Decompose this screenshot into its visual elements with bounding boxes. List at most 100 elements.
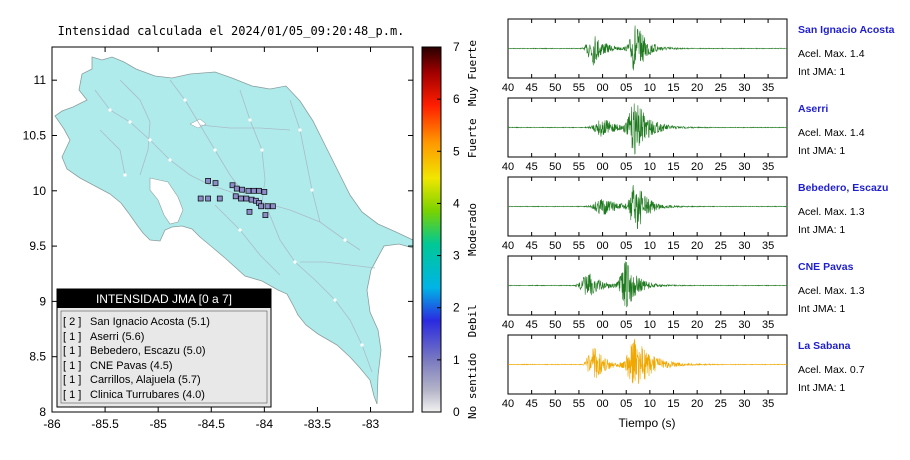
station-marker xyxy=(232,193,239,200)
x-tick-label: 55 xyxy=(573,319,585,331)
x-tick-label: 40 xyxy=(502,398,514,410)
station-marker xyxy=(243,195,250,202)
station-marker xyxy=(205,177,211,184)
station-marker xyxy=(239,186,245,193)
x-tick-label: -86 xyxy=(43,417,61,431)
x-tick-label: 45 xyxy=(526,319,538,331)
x-tick-label: 05 xyxy=(620,319,632,331)
waveform-panel: 40 45 50 55 00 05 10 15 20 25 30 35 CNE Pavas Acel. M… xyxy=(502,255,865,331)
legend-item-rank: [ 1 ] xyxy=(63,345,81,357)
colorbar-category-label: Fuerte xyxy=(466,118,479,158)
y-tick-label: 9.5 xyxy=(29,239,46,253)
waveform-trace xyxy=(508,338,788,384)
x-tick-label: 30 xyxy=(738,161,750,173)
x-tick-label: 35 xyxy=(762,82,774,94)
colorbar-category-label: Debil xyxy=(466,304,479,337)
waveform-panel: 40 45 50 55 00 05 10 15 20 25 30 35 Aserri Acel. Max.… xyxy=(502,97,865,173)
x-tick-label: -85.5 xyxy=(91,417,119,431)
x-tick-label: 55 xyxy=(573,398,585,410)
map-title: Intensidad calculada el 2024/01/05_09:20… xyxy=(58,24,405,38)
station-marker xyxy=(256,187,262,194)
waveform-trace xyxy=(507,25,788,71)
map-axes: -86 -85.5 -85 -84.5 -84 -83.5 -83 8 8.5 9 9.5 10 10.… xyxy=(23,47,413,431)
x-tick-label: 10 xyxy=(644,398,656,410)
colorbar-tick-label: 2 xyxy=(453,301,460,315)
station-name: Aserri xyxy=(798,103,828,115)
x-tick-label: 05 xyxy=(620,161,632,173)
x-tick-label: 15 xyxy=(667,161,679,173)
colorbar-tick-label: 6 xyxy=(453,92,460,106)
x-tick-label: -83 xyxy=(362,417,380,431)
place-markers xyxy=(108,98,364,347)
x-tick-label: 10 xyxy=(644,319,656,331)
legend-item-name: Clinica Turrubares (4.0) xyxy=(90,389,205,401)
x-tick-label: 25 xyxy=(715,240,727,252)
max-acceleration: Acel. Max. 1.4 xyxy=(798,127,865,139)
station-marker xyxy=(245,187,252,194)
x-tick-label: 55 xyxy=(573,240,585,252)
x-tick-label: 30 xyxy=(738,398,750,410)
x-tick-label: 50 xyxy=(549,82,561,94)
legend-item-name: Bebedero, Escazu (5.0) xyxy=(90,345,206,357)
y-tick-label: 8.5 xyxy=(29,350,46,364)
legend-inner-frame xyxy=(60,310,268,404)
x-tick-label: 20 xyxy=(691,82,703,94)
x-tick-label: 05 xyxy=(620,82,632,94)
map-frame xyxy=(51,46,414,413)
legend-item-name: Carrillos, Alajuela (5.7) xyxy=(90,374,201,386)
max-acceleration: Acel. Max. 1.3 xyxy=(798,285,865,297)
x-tick-label: 00 xyxy=(596,319,608,331)
x-tick-label: 05 xyxy=(620,398,632,410)
colorbar-tick-label: 3 xyxy=(453,249,460,263)
x-tick-label: 45 xyxy=(526,398,538,410)
x-tick-label: 50 xyxy=(549,240,561,252)
y-tick-label: 10 xyxy=(33,184,47,198)
y-tick-label: 11 xyxy=(34,73,47,87)
legend-item-rank: [ 1 ] xyxy=(63,331,81,343)
colorbar-category-label: Moderado xyxy=(466,203,479,256)
max-acceleration: Acel. Max. 0.7 xyxy=(798,364,865,376)
x-tick-label: 00 xyxy=(596,82,608,94)
x-tick-label: 30 xyxy=(738,319,750,331)
legend-item-rank: [ 1 ] xyxy=(63,360,81,372)
x-tick-label: 20 xyxy=(691,398,703,410)
waveform-trace xyxy=(507,261,788,308)
costa-rica-land xyxy=(54,56,414,405)
gulf-of-nicoya-water xyxy=(149,177,184,225)
station-marker xyxy=(238,195,244,202)
x-tick-label: 55 xyxy=(573,161,585,173)
x-tick-label: 25 xyxy=(715,319,727,331)
x-tick-label: -84 xyxy=(256,417,274,431)
station-name: La Sabana xyxy=(798,340,851,352)
y-tick-label: 10.5 xyxy=(23,128,47,142)
y-tick-label: 9 xyxy=(39,294,46,308)
x-tick-label: 35 xyxy=(762,161,774,173)
station-marker xyxy=(233,185,240,192)
x-tick-label: 30 xyxy=(738,82,750,94)
x-tick-label: 00 xyxy=(596,240,608,252)
waveform-panel: 40 45 50 55 00 05 10 15 20 25 30 35 Bebedero, Escazu… xyxy=(502,176,888,252)
station-marker xyxy=(250,187,257,194)
x-tick-label: 40 xyxy=(502,82,514,94)
x-tick-label: 20 xyxy=(691,161,703,173)
x-tick-label: 35 xyxy=(762,319,774,331)
x-tick-label: 25 xyxy=(715,82,727,94)
x-tick-label: 45 xyxy=(526,161,538,173)
lake-arenal xyxy=(189,118,207,129)
jma-intensity: Int JMA: 1 xyxy=(798,66,845,78)
x-tick-label: -84.5 xyxy=(198,417,226,431)
x-tick-label: 50 xyxy=(549,319,561,331)
x-tick-label: 15 xyxy=(667,240,679,252)
waveform-trace xyxy=(507,184,788,230)
station-name: CNE Pavas xyxy=(798,261,854,273)
station-name: San Ignacio Acosta xyxy=(798,24,895,36)
intensity-legend: INTENSIDAD JMA [0 a 7] [ 2 ] San Ignacio… xyxy=(56,288,272,408)
x-tick-label: 25 xyxy=(715,161,727,173)
legend-title: INTENSIDAD JMA [0 a 7] xyxy=(96,292,232,306)
x-tick-label: 30 xyxy=(738,240,750,252)
station-marker xyxy=(197,195,204,202)
legend-item-rank: [ 1 ] xyxy=(63,389,81,401)
x-tick-label: 00 xyxy=(596,161,608,173)
x-tick-label: 10 xyxy=(644,161,656,173)
jma-intensity: Int JMA: 1 xyxy=(798,382,845,394)
